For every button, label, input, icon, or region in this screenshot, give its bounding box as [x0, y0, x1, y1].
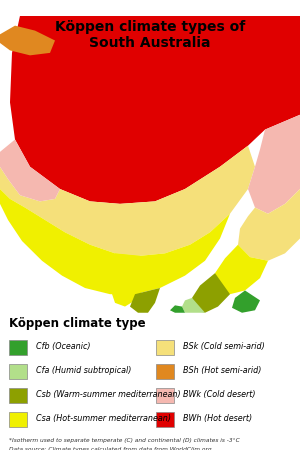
Polygon shape: [110, 253, 150, 306]
Polygon shape: [10, 16, 300, 204]
Text: Köppen climate type: Köppen climate type: [9, 317, 146, 330]
Polygon shape: [215, 245, 268, 294]
Polygon shape: [170, 305, 185, 313]
Text: Cfb (Oceanic): Cfb (Oceanic): [36, 342, 91, 351]
Polygon shape: [182, 298, 205, 313]
Text: BSh (Hot semi-arid): BSh (Hot semi-arid): [183, 366, 261, 375]
Polygon shape: [232, 291, 260, 313]
Bar: [156, 412, 174, 427]
Polygon shape: [0, 146, 255, 256]
Text: *Isotherm used to separate temperate (C) and continental (D) climates is -3°C: *Isotherm used to separate temperate (C)…: [9, 438, 240, 443]
Bar: [9, 339, 27, 355]
Text: Data source: Climate types calculated from data from WorldClim.org: Data source: Climate types calculated fr…: [9, 447, 211, 450]
Text: BWk (Cold desert): BWk (Cold desert): [183, 390, 256, 399]
Polygon shape: [238, 189, 300, 261]
Polygon shape: [248, 115, 300, 214]
Polygon shape: [130, 288, 160, 313]
Text: Csa (Hot-summer mediterranean): Csa (Hot-summer mediterranean): [36, 414, 171, 423]
Text: BSk (Cold semi-arid): BSk (Cold semi-arid): [183, 342, 265, 351]
Text: Cfa (Humid subtropical): Cfa (Humid subtropical): [36, 366, 131, 375]
Polygon shape: [0, 189, 230, 294]
Bar: [156, 364, 174, 378]
Text: BWh (Hot desert): BWh (Hot desert): [183, 414, 252, 423]
Bar: [156, 339, 174, 355]
Polygon shape: [0, 26, 55, 55]
Bar: [9, 412, 27, 427]
Polygon shape: [0, 140, 60, 201]
Bar: [9, 387, 27, 403]
Bar: [9, 364, 27, 378]
Text: Csb (Warm-summer mediterranean): Csb (Warm-summer mediterranean): [36, 390, 181, 399]
Polygon shape: [192, 273, 230, 313]
Bar: [156, 387, 174, 403]
Text: Köppen climate types of
South Australia: Köppen climate types of South Australia: [55, 20, 245, 50]
